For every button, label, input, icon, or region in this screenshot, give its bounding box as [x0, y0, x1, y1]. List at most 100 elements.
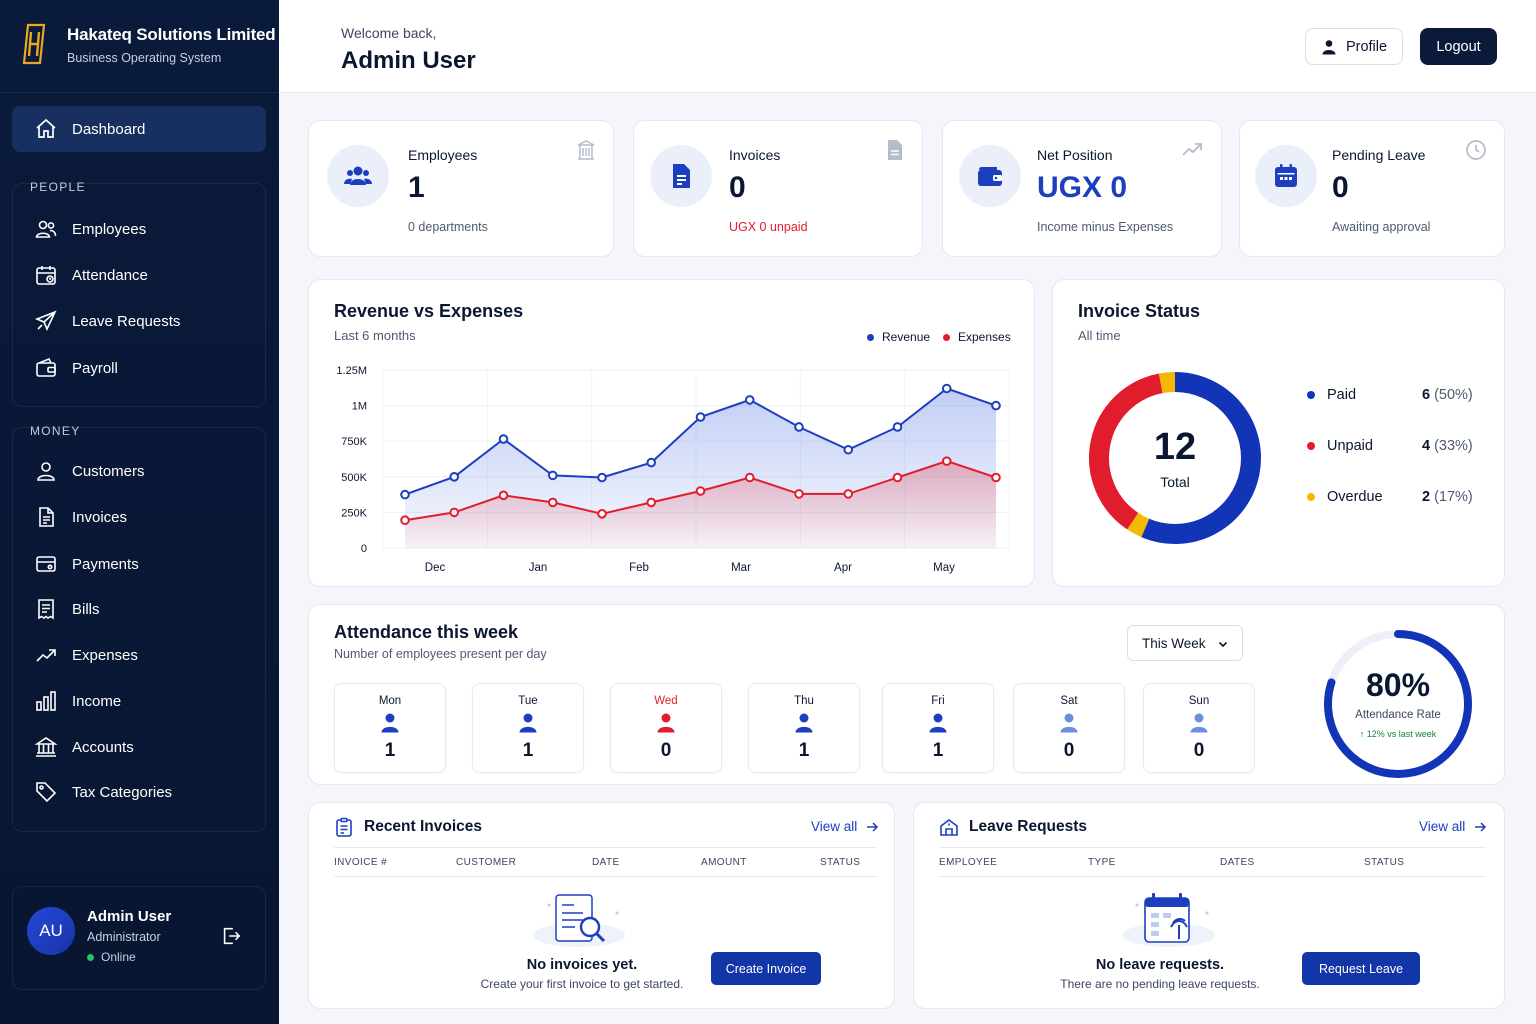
stat-card-employees[interactable]: Employees 1 0 departments	[308, 120, 614, 257]
stat-value: 0	[1332, 171, 1349, 204]
data-point-revenue[interactable]	[941, 383, 952, 394]
page-title: Admin User	[341, 47, 476, 74]
leave-requests-card: Leave Requests View all EMPLOYEE TYPE DA…	[913, 802, 1505, 1009]
brand-subtitle: Business Operating System	[67, 51, 222, 65]
data-point-revenue[interactable]	[597, 472, 607, 483]
sidebar-item-expenses[interactable]: Expenses	[12, 632, 266, 678]
day-count: 0	[660, 740, 672, 761]
donut-slice-overdue[interactable]	[1127, 512, 1150, 538]
sidebar-item-customers[interactable]: Customers	[12, 448, 266, 494]
data-point-expenses[interactable]	[794, 489, 804, 499]
chevron-down-icon	[1218, 641, 1228, 648]
sidebar-item-invoices[interactable]: Invoices	[12, 494, 266, 540]
stat-card-invoices[interactable]: Invoices 0 UGX 0 unpaid	[633, 120, 923, 257]
data-point-expenses[interactable]	[843, 489, 854, 499]
status-dot	[1307, 391, 1315, 399]
data-point-revenue[interactable]	[843, 444, 854, 455]
status-row-overdue[interactable]: Overdue 2 (17%)	[1307, 487, 1487, 507]
data-point-revenue[interactable]	[744, 395, 755, 405]
data-point-expenses[interactable]	[646, 497, 657, 508]
logout-button[interactable]: Logout	[1420, 28, 1497, 65]
revenue-expenses-chart: 0 250K 500K 750K 1M 1.25M Dec Jan Feb Mar Apr May	[336, 365, 1010, 574]
request-leave-button[interactable]: Request Leave	[1302, 952, 1420, 985]
view-all-invoices-link[interactable]: View all	[811, 819, 879, 834]
invoices-table-header: INVOICE # CUSTOMER DATE AMOUNT STATUS	[334, 847, 877, 877]
sidebar-item-income[interactable]: Income	[12, 678, 266, 724]
donut-total-value: 12	[1153, 426, 1197, 468]
data-point-revenue[interactable]	[695, 412, 706, 422]
legend-revenue[interactable]: Revenue	[867, 330, 930, 344]
data-point-expenses[interactable]	[400, 515, 410, 526]
status-row-paid[interactable]: Paid 6 (50%)	[1307, 385, 1487, 405]
donut-slice-overdue[interactable]	[1158, 372, 1176, 394]
day-name: Thu	[794, 695, 814, 707]
wallet-icon	[36, 357, 56, 377]
stat-card-pending-leave[interactable]: Pending Leave 0 Awaiting approval	[1239, 120, 1505, 257]
data-point-expenses[interactable]	[744, 472, 755, 483]
data-point-expenses[interactable]	[941, 456, 952, 466]
stat-value: UGX 0	[1037, 171, 1128, 204]
status-row-unpaid[interactable]: Unpaid 4 (33%)	[1307, 436, 1487, 456]
sidebar-item-dashboard[interactable]: Dashboard	[12, 106, 266, 152]
data-point-expenses[interactable]	[991, 472, 1001, 483]
person-icon	[657, 713, 675, 733]
nav-group-people	[12, 183, 266, 407]
period-select[interactable]: This Week	[1127, 625, 1243, 661]
column-header: INVOICE #	[334, 857, 388, 868]
sidebar-item-leave-requests[interactable]: Leave Requests	[12, 298, 266, 344]
sidebar-item-label: Income	[72, 692, 122, 710]
data-point-revenue[interactable]	[449, 472, 460, 482]
sidebar-item-label: Payroll	[72, 359, 118, 377]
sidebar-item-label: Leave Requests	[72, 312, 181, 330]
sidebar-item-accounts[interactable]: Accounts	[12, 724, 266, 770]
home-icon	[36, 118, 56, 138]
view-all-leave-link[interactable]: View all	[1419, 819, 1487, 834]
legend-expenses[interactable]: Expenses	[943, 330, 1011, 344]
sidebar-item-payments[interactable]: Payments	[12, 541, 266, 587]
sidebar-item-label: Employees	[72, 220, 147, 238]
data-point-revenue[interactable]	[646, 457, 657, 468]
day-name: Sun	[1188, 695, 1210, 707]
data-point-revenue[interactable]	[991, 400, 1001, 411]
sidebar-item-payroll[interactable]: Payroll	[12, 345, 266, 391]
card-icon	[36, 556, 56, 572]
profile-button[interactable]: Profile	[1305, 28, 1403, 65]
sidebar-item-label: Accounts	[72, 738, 134, 756]
donut-slice-paid[interactable]	[1141, 372, 1261, 544]
sidebar-item-tax-categories[interactable]: Tax Categories	[12, 769, 266, 815]
data-point-revenue[interactable]	[498, 434, 509, 444]
create-invoice-button[interactable]: Create Invoice	[711, 952, 821, 985]
clock-icon	[1466, 140, 1486, 160]
data-point-revenue[interactable]	[400, 489, 410, 500]
stat-label: Net Position	[1037, 147, 1113, 163]
sidebar-item-employees[interactable]: Employees	[12, 206, 266, 252]
logo-icon	[22, 23, 46, 65]
day-card-fri: Fri 1	[882, 683, 994, 773]
attendance-rate-label: Attendance Rate	[1355, 709, 1441, 721]
attendance-rate-value: 80%	[1365, 667, 1431, 703]
data-point-expenses[interactable]	[498, 490, 509, 501]
sidebar-item-bills[interactable]: Bills	[12, 586, 266, 632]
avatar[interactable]: AU	[27, 907, 75, 955]
calendar-icon	[36, 266, 56, 285]
sign-out-icon[interactable]	[220, 925, 242, 947]
data-point-revenue[interactable]	[794, 422, 804, 432]
day-count: 0	[1193, 740, 1205, 761]
user-icon	[37, 462, 55, 481]
data-point-expenses[interactable]	[597, 509, 607, 519]
stat-sub: Awaiting approval	[1332, 220, 1431, 234]
stat-card-net-position[interactable]: Net Position UGX 0 Income minus Expenses	[942, 120, 1222, 257]
header: Welcome back, Admin User Profile Logout	[279, 0, 1536, 93]
calendar-icon	[1275, 164, 1297, 187]
column-header: EMPLOYEE	[939, 857, 998, 868]
data-point-revenue[interactable]	[892, 422, 903, 432]
data-point-expenses[interactable]	[695, 486, 706, 496]
donut-slice-unpaid[interactable]	[1089, 373, 1163, 530]
day-count: 1	[522, 740, 534, 761]
data-point-expenses[interactable]	[892, 472, 903, 483]
data-point-revenue[interactable]	[547, 470, 558, 481]
column-header: TYPE	[1088, 857, 1116, 868]
data-point-expenses[interactable]	[547, 497, 558, 508]
data-point-expenses[interactable]	[449, 507, 460, 518]
sidebar-item-attendance[interactable]: Attendance	[12, 252, 266, 298]
